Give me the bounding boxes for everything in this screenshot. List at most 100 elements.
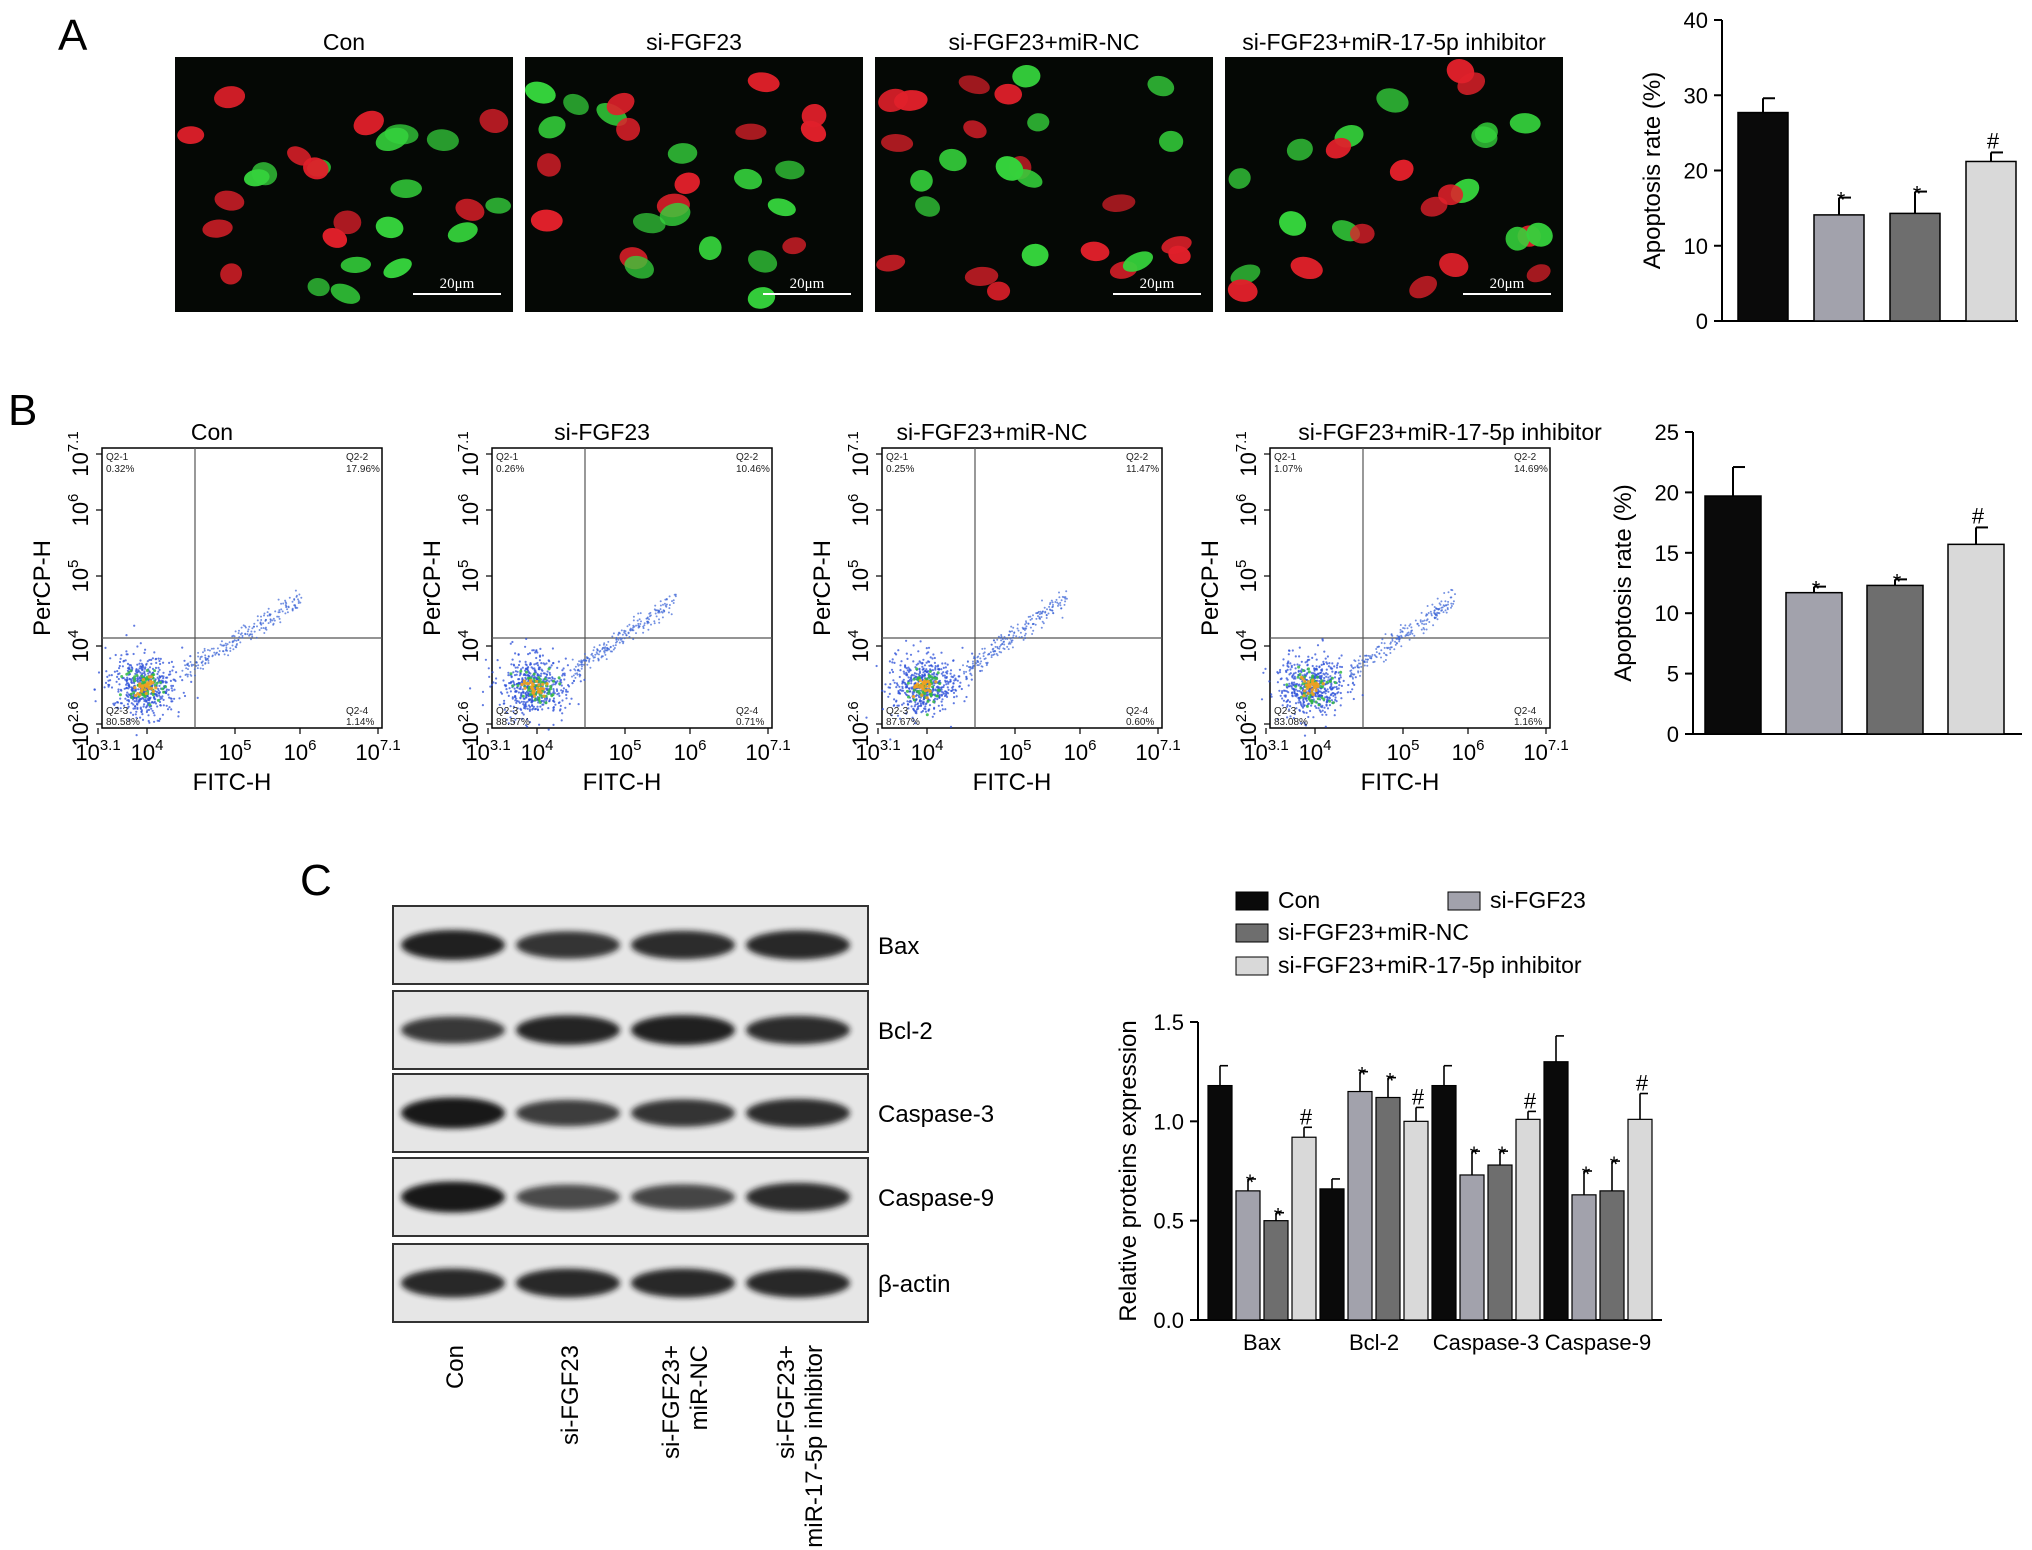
flow-event bbox=[536, 672, 539, 676]
flow-event bbox=[992, 647, 995, 650]
flow-event bbox=[133, 696, 136, 699]
bar bbox=[1515, 1118, 1541, 1321]
flow-event bbox=[204, 657, 207, 660]
bar bbox=[1543, 1061, 1569, 1321]
flow-event bbox=[890, 668, 894, 671]
flow-event bbox=[514, 666, 517, 669]
flow-event bbox=[1406, 632, 1409, 635]
flow-event bbox=[157, 689, 160, 692]
flow-event bbox=[507, 674, 510, 677]
flow-event bbox=[1303, 679, 1307, 684]
quadrant-value: 88.57% bbox=[496, 717, 530, 728]
flow-event bbox=[1064, 600, 1067, 603]
flow-event bbox=[1441, 606, 1444, 609]
flow-event bbox=[925, 696, 929, 700]
flow-event bbox=[151, 709, 154, 712]
flow-event bbox=[917, 689, 921, 693]
flow-event bbox=[130, 679, 133, 683]
flow-event bbox=[989, 651, 992, 654]
flow-event bbox=[548, 671, 551, 675]
flow-event bbox=[1324, 657, 1327, 660]
flow-event bbox=[617, 633, 620, 636]
flow-event bbox=[1015, 635, 1018, 638]
nucleus-green bbox=[384, 124, 419, 145]
flow-event bbox=[1058, 591, 1060, 594]
flow-event bbox=[934, 665, 937, 668]
flow-event bbox=[135, 673, 139, 677]
flow-event bbox=[1297, 697, 1300, 700]
blot-band bbox=[746, 1015, 850, 1045]
flow-event bbox=[521, 717, 524, 721]
flow-event bbox=[1425, 628, 1428, 631]
flow-event bbox=[1325, 695, 1328, 698]
flow-event bbox=[135, 671, 139, 674]
flow-event bbox=[1297, 665, 1301, 669]
flow-event bbox=[931, 685, 934, 689]
flow-event bbox=[1006, 638, 1009, 640]
flow-event bbox=[640, 620, 642, 623]
quadrant-value: 80.58% bbox=[106, 717, 140, 728]
flow-event bbox=[153, 683, 157, 687]
flow-event bbox=[159, 657, 162, 661]
flow-event bbox=[158, 692, 161, 695]
nucleus-green bbox=[775, 160, 805, 180]
flow-event bbox=[1419, 619, 1422, 622]
flow-event bbox=[1370, 655, 1373, 658]
flow-event bbox=[1024, 637, 1027, 640]
flow-event bbox=[1429, 610, 1432, 613]
tick-base: 10 bbox=[1236, 638, 1261, 662]
flow-event bbox=[170, 700, 173, 703]
flow-event bbox=[911, 692, 914, 695]
flow-event bbox=[552, 679, 555, 683]
nucleus-green bbox=[1122, 251, 1153, 272]
y-tick-label: 107.1 bbox=[1233, 431, 1261, 476]
flow-event bbox=[144, 673, 147, 676]
flow-event bbox=[229, 647, 232, 650]
flow-event bbox=[906, 700, 909, 703]
flow-event bbox=[928, 682, 932, 687]
flow-event bbox=[621, 637, 623, 640]
flow-event bbox=[1060, 607, 1063, 610]
flow-event bbox=[1323, 687, 1326, 690]
flow-event bbox=[117, 688, 120, 691]
significance-mark: * bbox=[1386, 1069, 1395, 1094]
flow-event bbox=[502, 702, 505, 705]
flow-event bbox=[552, 697, 556, 700]
bar bbox=[1866, 584, 1924, 735]
flow-event bbox=[222, 650, 224, 653]
flow-event bbox=[200, 655, 203, 658]
tick-exponent: 6 bbox=[1476, 737, 1484, 754]
flow-event bbox=[134, 689, 137, 693]
flow-event bbox=[529, 698, 532, 701]
flow-event bbox=[550, 694, 554, 698]
nucleus-red bbox=[220, 263, 243, 285]
tunel-title: Con bbox=[323, 29, 365, 55]
flow-event bbox=[1326, 688, 1329, 691]
flow-event bbox=[890, 714, 893, 717]
flow-event bbox=[119, 702, 122, 705]
flow-event bbox=[962, 664, 964, 667]
flow-event bbox=[910, 674, 913, 678]
flow-event bbox=[1011, 639, 1014, 642]
flow-event bbox=[148, 699, 151, 702]
flow-event bbox=[568, 702, 571, 706]
flow-event bbox=[1438, 602, 1441, 605]
flow-event bbox=[917, 650, 920, 653]
flow-event bbox=[1409, 633, 1412, 636]
flow-event bbox=[554, 703, 557, 706]
nucleus-green bbox=[1526, 222, 1553, 247]
flow-event bbox=[1036, 611, 1039, 614]
flow-event bbox=[508, 687, 511, 690]
flow-event bbox=[216, 651, 218, 654]
flow-event bbox=[250, 638, 252, 641]
flow-event bbox=[135, 702, 139, 706]
nucleus-green bbox=[524, 81, 556, 104]
flow-event bbox=[537, 701, 540, 704]
flow-event bbox=[1270, 693, 1273, 696]
flow-event bbox=[969, 668, 972, 671]
flow-event bbox=[605, 644, 608, 646]
flow-event bbox=[226, 649, 229, 652]
flow-event bbox=[1321, 682, 1325, 686]
flow-event bbox=[649, 614, 652, 617]
flow-event bbox=[147, 719, 150, 723]
